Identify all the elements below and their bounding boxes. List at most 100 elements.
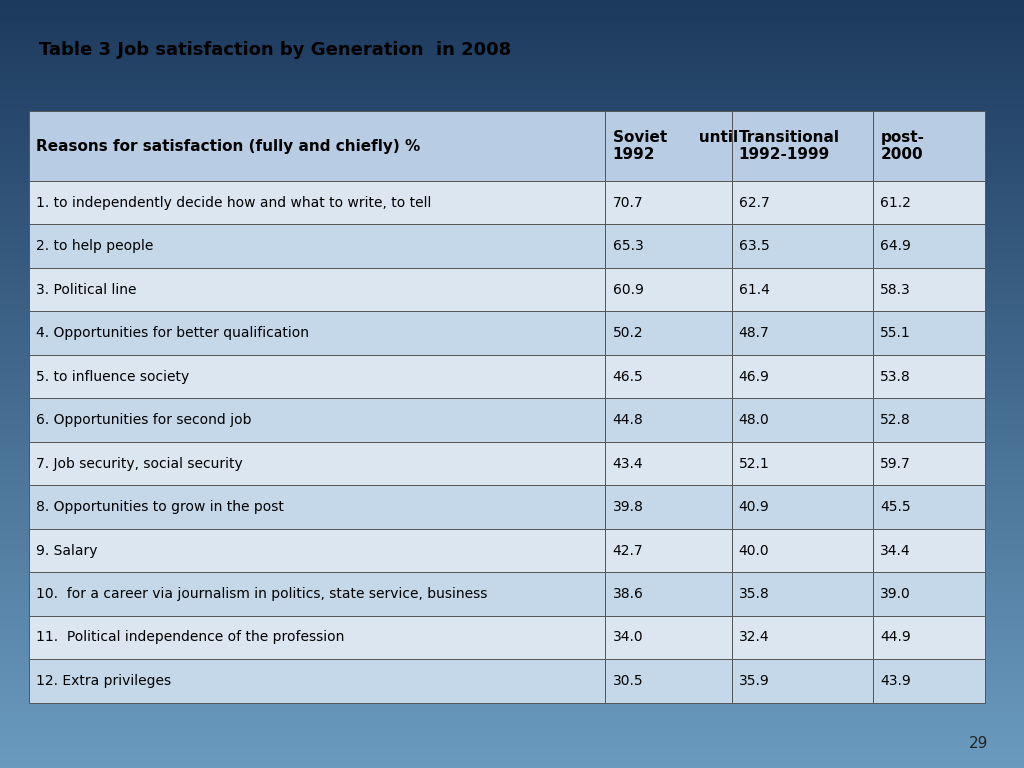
Text: 43.9: 43.9 bbox=[881, 674, 911, 688]
Bar bbox=[731, 572, 873, 616]
Text: 12. Extra privileges: 12. Extra privileges bbox=[36, 674, 171, 688]
Text: 40.0: 40.0 bbox=[738, 544, 769, 558]
Bar bbox=[873, 181, 985, 224]
Bar bbox=[731, 485, 873, 529]
Text: 39.8: 39.8 bbox=[612, 500, 643, 514]
Text: 65.3: 65.3 bbox=[612, 239, 643, 253]
Text: 44.9: 44.9 bbox=[881, 631, 911, 644]
Text: Transitional
1992-1999: Transitional 1992-1999 bbox=[738, 130, 840, 162]
Text: 44.8: 44.8 bbox=[612, 413, 643, 427]
Bar bbox=[731, 442, 873, 485]
Bar bbox=[873, 659, 985, 703]
Bar bbox=[873, 616, 985, 659]
Text: 64.9: 64.9 bbox=[881, 239, 911, 253]
Bar bbox=[605, 311, 731, 355]
Bar bbox=[605, 355, 731, 399]
Text: 7. Job security, social security: 7. Job security, social security bbox=[36, 456, 243, 471]
Text: 32.4: 32.4 bbox=[738, 631, 769, 644]
Bar bbox=[731, 224, 873, 268]
Text: 58.3: 58.3 bbox=[881, 283, 911, 296]
Bar bbox=[29, 181, 605, 224]
Bar bbox=[29, 399, 605, 442]
Bar bbox=[731, 111, 873, 181]
Text: 62.7: 62.7 bbox=[738, 196, 770, 210]
Bar bbox=[605, 268, 731, 311]
Bar bbox=[605, 224, 731, 268]
Text: 34.0: 34.0 bbox=[612, 631, 643, 644]
Text: 45.5: 45.5 bbox=[881, 500, 911, 514]
Text: 55.1: 55.1 bbox=[881, 326, 911, 340]
Bar bbox=[605, 111, 731, 181]
Bar bbox=[29, 485, 605, 529]
Text: 38.6: 38.6 bbox=[612, 587, 643, 601]
Text: 1. to independently decide how and what to write, to tell: 1. to independently decide how and what … bbox=[36, 196, 431, 210]
Bar bbox=[605, 529, 731, 572]
Bar bbox=[873, 399, 985, 442]
Text: 8. Opportunities to grow in the post: 8. Opportunities to grow in the post bbox=[36, 500, 284, 514]
Bar bbox=[873, 268, 985, 311]
Bar bbox=[731, 355, 873, 399]
Text: 34.4: 34.4 bbox=[881, 544, 911, 558]
Bar bbox=[29, 268, 605, 311]
Bar bbox=[731, 181, 873, 224]
Text: 5. to influence society: 5. to influence society bbox=[36, 369, 189, 383]
Bar bbox=[29, 529, 605, 572]
Text: 11.  Political independence of the profession: 11. Political independence of the profes… bbox=[36, 631, 344, 644]
Text: 4. Opportunities for better qualification: 4. Opportunities for better qualificatio… bbox=[36, 326, 309, 340]
Text: 35.8: 35.8 bbox=[738, 587, 770, 601]
Bar bbox=[29, 111, 605, 181]
Text: Soviet      until
1992: Soviet until 1992 bbox=[612, 130, 737, 162]
Text: 52.1: 52.1 bbox=[738, 456, 770, 471]
Bar bbox=[731, 659, 873, 703]
Bar bbox=[873, 442, 985, 485]
Bar bbox=[29, 224, 605, 268]
Bar bbox=[605, 442, 731, 485]
Bar bbox=[605, 659, 731, 703]
Bar bbox=[29, 311, 605, 355]
Bar bbox=[731, 311, 873, 355]
Bar bbox=[605, 181, 731, 224]
Text: 10.  for a career via journalism in politics, state service, business: 10. for a career via journalism in polit… bbox=[36, 587, 487, 601]
Bar bbox=[731, 616, 873, 659]
Bar bbox=[873, 572, 985, 616]
Text: 59.7: 59.7 bbox=[881, 456, 911, 471]
Bar bbox=[29, 616, 605, 659]
Bar bbox=[605, 572, 731, 616]
Text: 52.8: 52.8 bbox=[881, 413, 911, 427]
Bar bbox=[731, 399, 873, 442]
Text: 29: 29 bbox=[969, 736, 988, 751]
Text: 3. Political line: 3. Political line bbox=[36, 283, 136, 296]
Text: 60.9: 60.9 bbox=[612, 283, 643, 296]
Text: 53.8: 53.8 bbox=[881, 369, 911, 383]
Text: 42.7: 42.7 bbox=[612, 544, 643, 558]
Text: 46.9: 46.9 bbox=[738, 369, 770, 383]
Bar bbox=[873, 355, 985, 399]
Text: 48.0: 48.0 bbox=[738, 413, 770, 427]
Text: 35.9: 35.9 bbox=[738, 674, 770, 688]
Text: 50.2: 50.2 bbox=[612, 326, 643, 340]
Bar bbox=[873, 111, 985, 181]
Text: 61.4: 61.4 bbox=[738, 283, 770, 296]
Text: 43.4: 43.4 bbox=[612, 456, 643, 471]
Bar bbox=[29, 659, 605, 703]
Bar bbox=[29, 572, 605, 616]
Bar bbox=[873, 311, 985, 355]
Bar bbox=[731, 529, 873, 572]
Text: 48.7: 48.7 bbox=[738, 326, 770, 340]
Bar bbox=[605, 616, 731, 659]
Text: 61.2: 61.2 bbox=[881, 196, 911, 210]
Text: 39.0: 39.0 bbox=[881, 587, 911, 601]
Text: 6. Opportunities for second job: 6. Opportunities for second job bbox=[36, 413, 251, 427]
Text: Reasons for satisfaction (fully and chiefly) %: Reasons for satisfaction (fully and chie… bbox=[36, 139, 420, 154]
Text: 70.7: 70.7 bbox=[612, 196, 643, 210]
Text: Table 3 Job satisfaction by Generation  in 2008: Table 3 Job satisfaction by Generation i… bbox=[39, 41, 511, 59]
Text: 9. Salary: 9. Salary bbox=[36, 544, 97, 558]
Bar bbox=[873, 224, 985, 268]
Bar bbox=[605, 485, 731, 529]
Text: 63.5: 63.5 bbox=[738, 239, 770, 253]
Text: post-
2000: post- 2000 bbox=[881, 130, 925, 162]
Bar bbox=[873, 485, 985, 529]
Text: 40.9: 40.9 bbox=[738, 500, 770, 514]
Bar bbox=[29, 355, 605, 399]
Bar bbox=[29, 442, 605, 485]
